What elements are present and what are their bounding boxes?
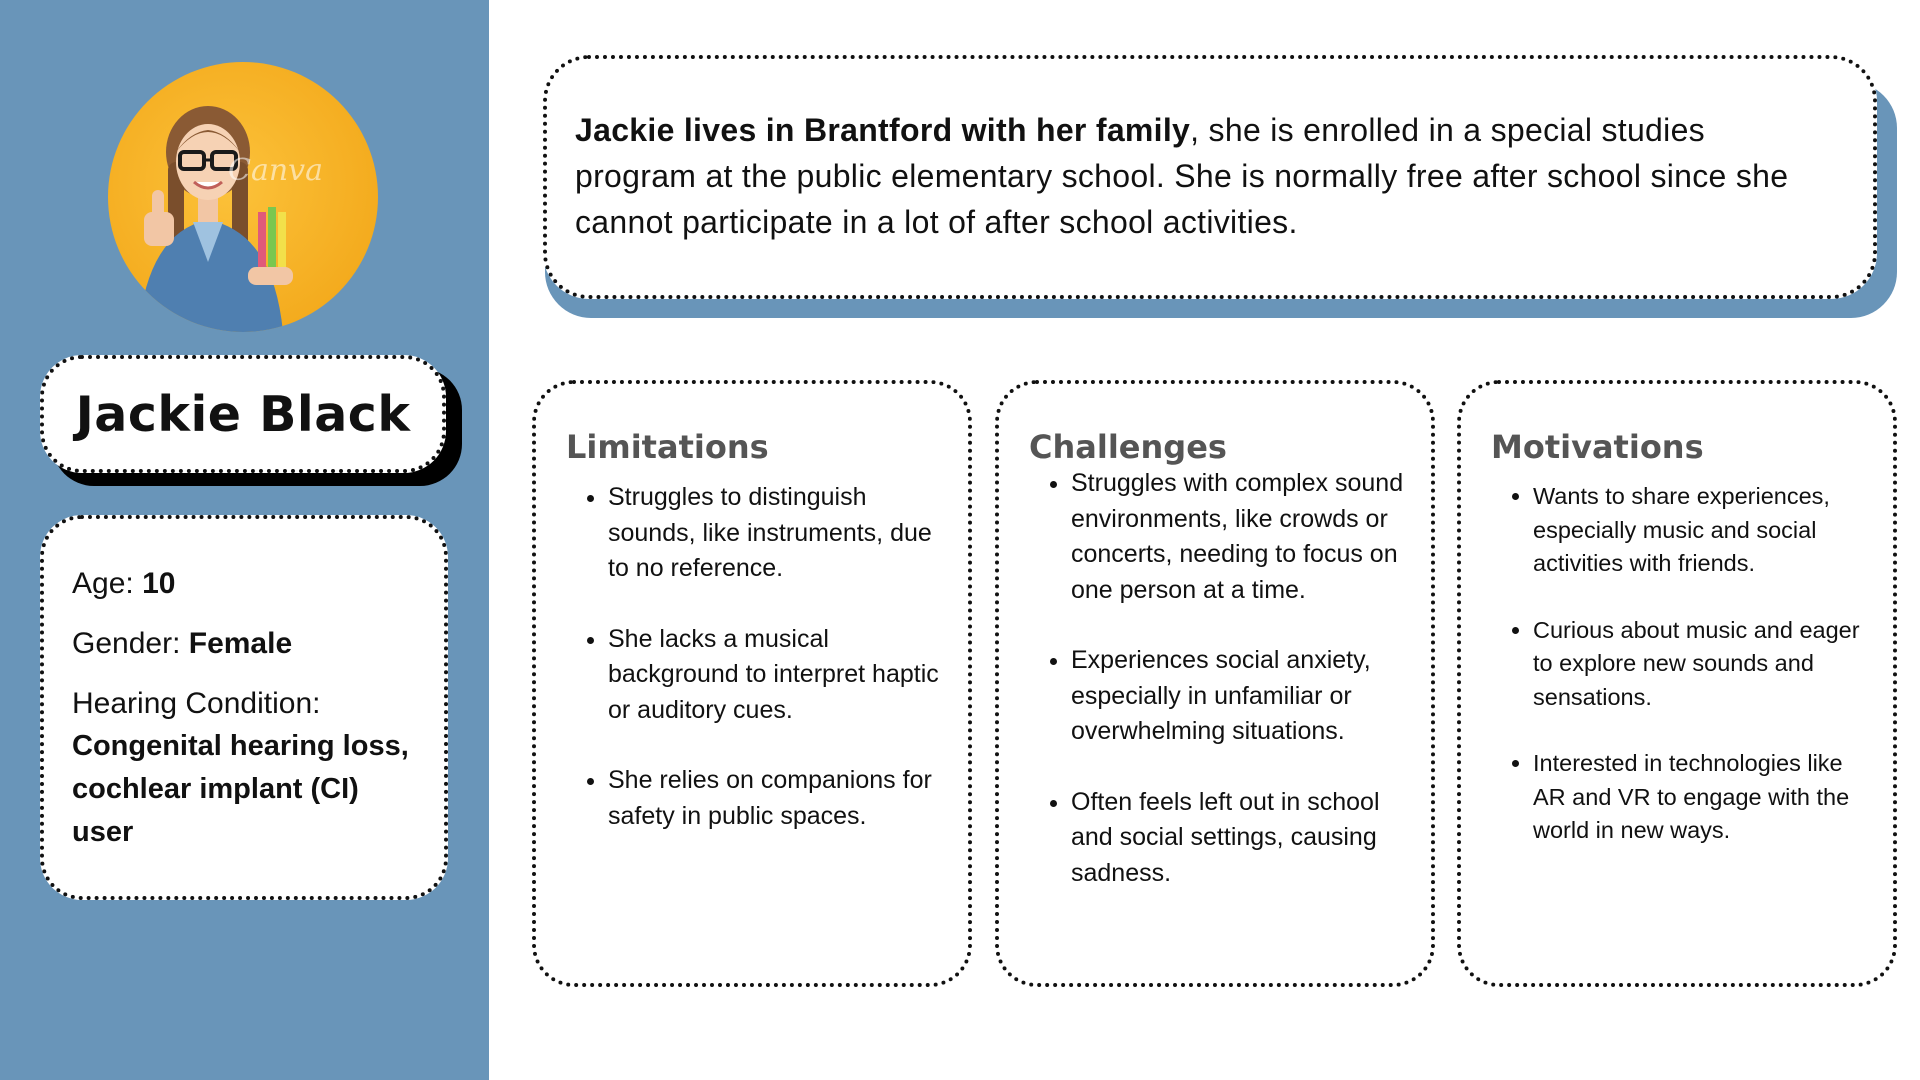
gender-row: Gender: Female [72, 623, 420, 665]
motivations-title: Motivations [1491, 428, 1704, 466]
girl-photo-icon: Canva [138, 106, 323, 332]
list-item: Wants to share experiences, especially m… [1533, 480, 1871, 581]
hearing-condition-row: Hearing Condition: Congenital hearing lo… [72, 683, 420, 854]
list-item: Often feels left out in school and socia… [1071, 785, 1409, 892]
demographics-card: Age: 10 Gender: Female Hearing Condition… [40, 515, 448, 900]
list-item: Struggles with complex sound environment… [1071, 466, 1409, 608]
challenges-list: Struggles with complex sound environment… [1029, 466, 1409, 891]
list-item: Interested in technologies like AR and V… [1533, 747, 1871, 848]
list-item: Experiences social anxiety, especially i… [1071, 643, 1409, 750]
name-card: Jackie Black [40, 355, 446, 473]
bio-card: Jackie lives in Brantford with her famil… [543, 55, 1877, 299]
list-item: She lacks a musical background to interp… [608, 622, 946, 729]
limitations-list: Struggles to distinguish sounds, like in… [566, 480, 946, 834]
list-item: Struggles to distinguish sounds, like in… [608, 480, 946, 587]
motivations-card: Motivations Wants to share experiences, … [1457, 380, 1897, 987]
list-item: Curious about music and eager to explore… [1533, 614, 1871, 715]
age-value: 10 [142, 567, 176, 600]
hearing-condition-label: Hearing Condition: [72, 687, 321, 720]
age-label: Age: [72, 567, 134, 600]
bio-text: , she is enrolled in a special studies p… [575, 112, 1789, 240]
watermark: Canva [228, 153, 323, 188]
gender-value: Female [188, 627, 293, 660]
list-item: She relies on companions for safety in p… [608, 763, 946, 834]
motivations-list: Wants to share experiences, especially m… [1491, 480, 1871, 848]
persona-name: Jackie Black [75, 385, 411, 443]
avatar: Canva [108, 62, 378, 332]
gender-label: Gender: [72, 627, 181, 660]
hearing-condition-value: Congenital hearing loss, cochlear implan… [72, 730, 409, 848]
challenges-card: Challenges Struggles with complex sound … [995, 380, 1435, 987]
challenges-title: Challenges [1029, 428, 1227, 466]
limitations-card: Limitations Struggles to distinguish sou… [532, 380, 972, 987]
age-row: Age: 10 [72, 563, 420, 605]
bio-highlight: Jackie lives in Brantford with her famil… [575, 112, 1191, 148]
limitations-title: Limitations [566, 428, 769, 466]
